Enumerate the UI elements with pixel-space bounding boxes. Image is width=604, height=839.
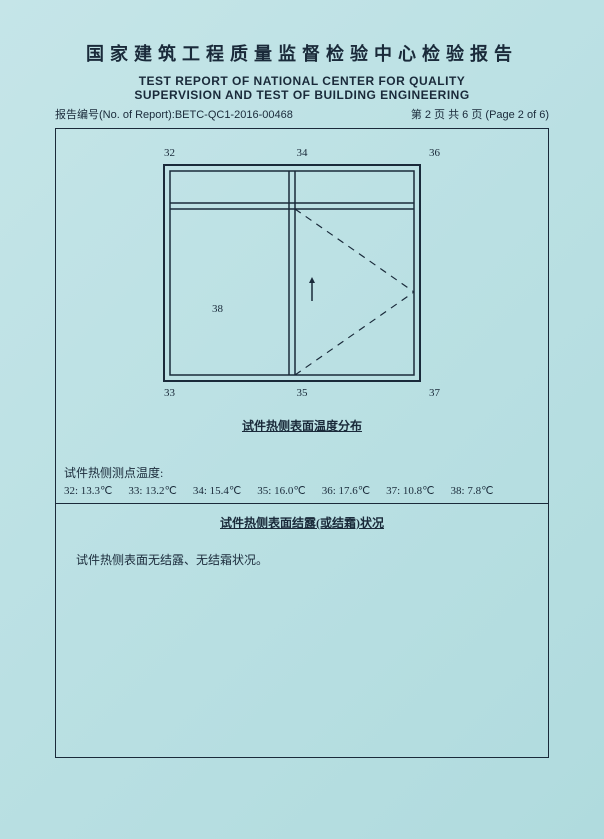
temperature-row: 32: 13.3℃ 33: 13.2℃ 34: 15.4℃ 35: 16.0℃ … [64,484,540,497]
report-page: 国家建筑工程质量监督检验中心检验报告 TEST REPORT OF NATION… [0,0,604,839]
temperature-title: 试件热侧测点温度: [64,464,540,481]
report-meta-row: 报告编号(No. of Report):BETC-QC1-2016-00468 … [55,106,549,122]
temp-33: 33: 13.2℃ [128,484,176,497]
label-37: 37 [429,387,440,399]
title-chinese: 国家建筑工程质量监督检验中心检验报告 [55,40,549,66]
label-35: 35 [297,387,308,399]
diagram-bottom-labels: 33 35 37 [162,383,442,399]
label-38: 38 [212,303,223,315]
temp-35: 35: 16.0℃ [257,484,305,497]
condensation-caption: 试件热侧表面结露(或结霜)状况 [64,514,540,531]
diagram-caption: 试件热侧表面温度分布 [162,417,442,434]
temperature-block: 试件热侧测点温度: 32: 13.3℃ 33: 13.2℃ 34: 15.4℃ … [64,464,540,497]
report-no-label: 报告编号(No. of Report): [55,109,175,121]
label-32: 32 [164,147,175,159]
temp-32: 32: 13.3℃ [64,484,112,497]
condensation-text: 试件热侧表面无结露、无结霜状况。 [64,551,540,568]
temp-34: 34: 15.4℃ [193,484,241,497]
page-info: 第 2 页 共 6 页 (Page 2 of 6) [411,106,549,122]
temp-38: 38: 7.8℃ [451,484,494,497]
title-english-2: SUPERVISION AND TEST OF BUILDING ENGINEE… [55,88,549,102]
temp-37: 37: 10.8℃ [386,484,434,497]
main-frame: 32 34 36 [55,128,549,758]
diagram-top-labels: 32 34 36 [162,147,442,163]
label-36: 36 [429,147,440,159]
report-number: 报告编号(No. of Report):BETC-QC1-2016-00468 [55,106,293,122]
label-34: 34 [297,147,308,159]
diagram-wrapper: 32 34 36 [162,147,442,434]
window-svg [162,163,422,383]
title-english-1: TEST REPORT OF NATIONAL CENTER FOR QUALI… [55,74,549,88]
report-no-value: BETC-QC1-2016-00468 [175,109,293,121]
temp-36: 36: 17.6℃ [322,484,370,497]
upper-section: 32 34 36 [56,129,548,504]
lower-section: 试件热侧表面结露(或结霜)状况 试件热侧表面无结露、无结霜状况。 [56,504,548,578]
window-diagram: 38 [162,163,442,383]
label-33: 33 [164,387,175,399]
